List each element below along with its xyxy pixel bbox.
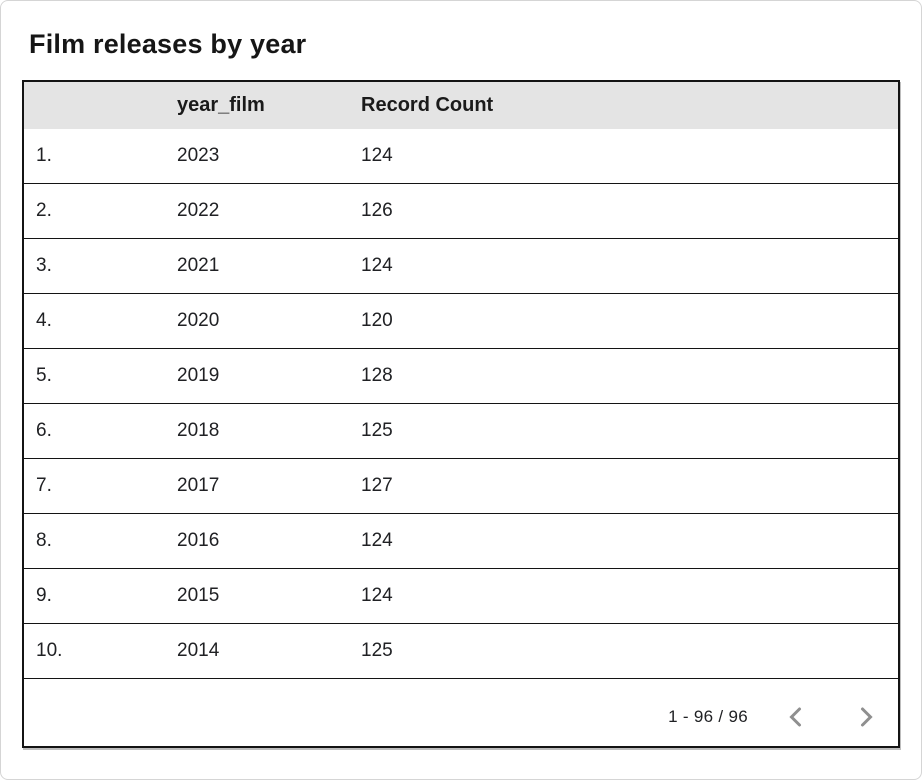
data-table: year_film Record Count 1. 2023 124 2. 20… (22, 80, 900, 748)
row-index: 7. (36, 475, 52, 496)
row-index: 6. (36, 420, 52, 441)
table-row: 4. 2020 120 (24, 294, 898, 349)
cell-year-film: 2020 (177, 310, 220, 331)
cell-year-film: 2015 (177, 585, 220, 606)
cell-record-count: 120 (361, 310, 393, 331)
row-index: 2. (36, 200, 52, 221)
cell-year-film: 2021 (177, 255, 220, 276)
header-cell-year-film[interactable]: year_film (177, 94, 265, 116)
cell-year-film: 2014 (177, 640, 220, 661)
row-index: 5. (36, 365, 52, 386)
table-row: 5. 2019 128 (24, 349, 898, 404)
next-page-button[interactable] (854, 705, 878, 729)
cell-year-film: 2016 (177, 530, 220, 551)
row-index: 3. (36, 255, 52, 276)
cell-year-film: 2018 (177, 420, 220, 441)
cell-record-count: 124 (361, 255, 393, 276)
table-row: 9. 2015 124 (24, 569, 898, 624)
cell-record-count: 124 (361, 530, 393, 551)
table-row: 7. 2017 127 (24, 459, 898, 514)
cell-year-film: 2022 (177, 200, 220, 221)
cell-year-film: 2019 (177, 365, 220, 386)
table-footer: 1 - 96 / 96 (24, 679, 898, 746)
chevron-left-icon (784, 705, 808, 729)
table-row: 2. 2022 126 (24, 184, 898, 239)
cell-record-count: 128 (361, 365, 393, 386)
cell-record-count: 124 (361, 585, 393, 606)
cell-record-count: 127 (361, 475, 393, 496)
cell-record-count: 125 (361, 640, 393, 661)
cell-record-count: 124 (361, 145, 393, 166)
chevron-right-icon (854, 705, 878, 729)
table-row: 8. 2016 124 (24, 514, 898, 569)
cell-year-film: 2017 (177, 475, 220, 496)
table-row: 6. 2018 125 (24, 404, 898, 459)
row-index: 4. (36, 310, 52, 331)
cell-year-film: 2023 (177, 145, 220, 166)
prev-page-button[interactable] (784, 705, 808, 729)
row-index: 10. (36, 640, 63, 661)
page-title: Film releases by year (29, 29, 307, 59)
row-index: 9. (36, 585, 52, 606)
cell-record-count: 125 (361, 420, 393, 441)
table-header-row: year_film Record Count (24, 82, 898, 129)
row-index: 8. (36, 530, 52, 551)
header-cell-record-count[interactable]: Record Count (361, 94, 494, 116)
pagination-range: 1 - 96 / 96 (668, 706, 748, 726)
row-index: 1. (36, 145, 52, 166)
table-row: 10. 2014 125 (24, 624, 898, 679)
table-row: 3. 2021 124 (24, 239, 898, 294)
cell-record-count: 126 (361, 200, 393, 221)
table-row: 1. 2023 124 (24, 129, 898, 184)
